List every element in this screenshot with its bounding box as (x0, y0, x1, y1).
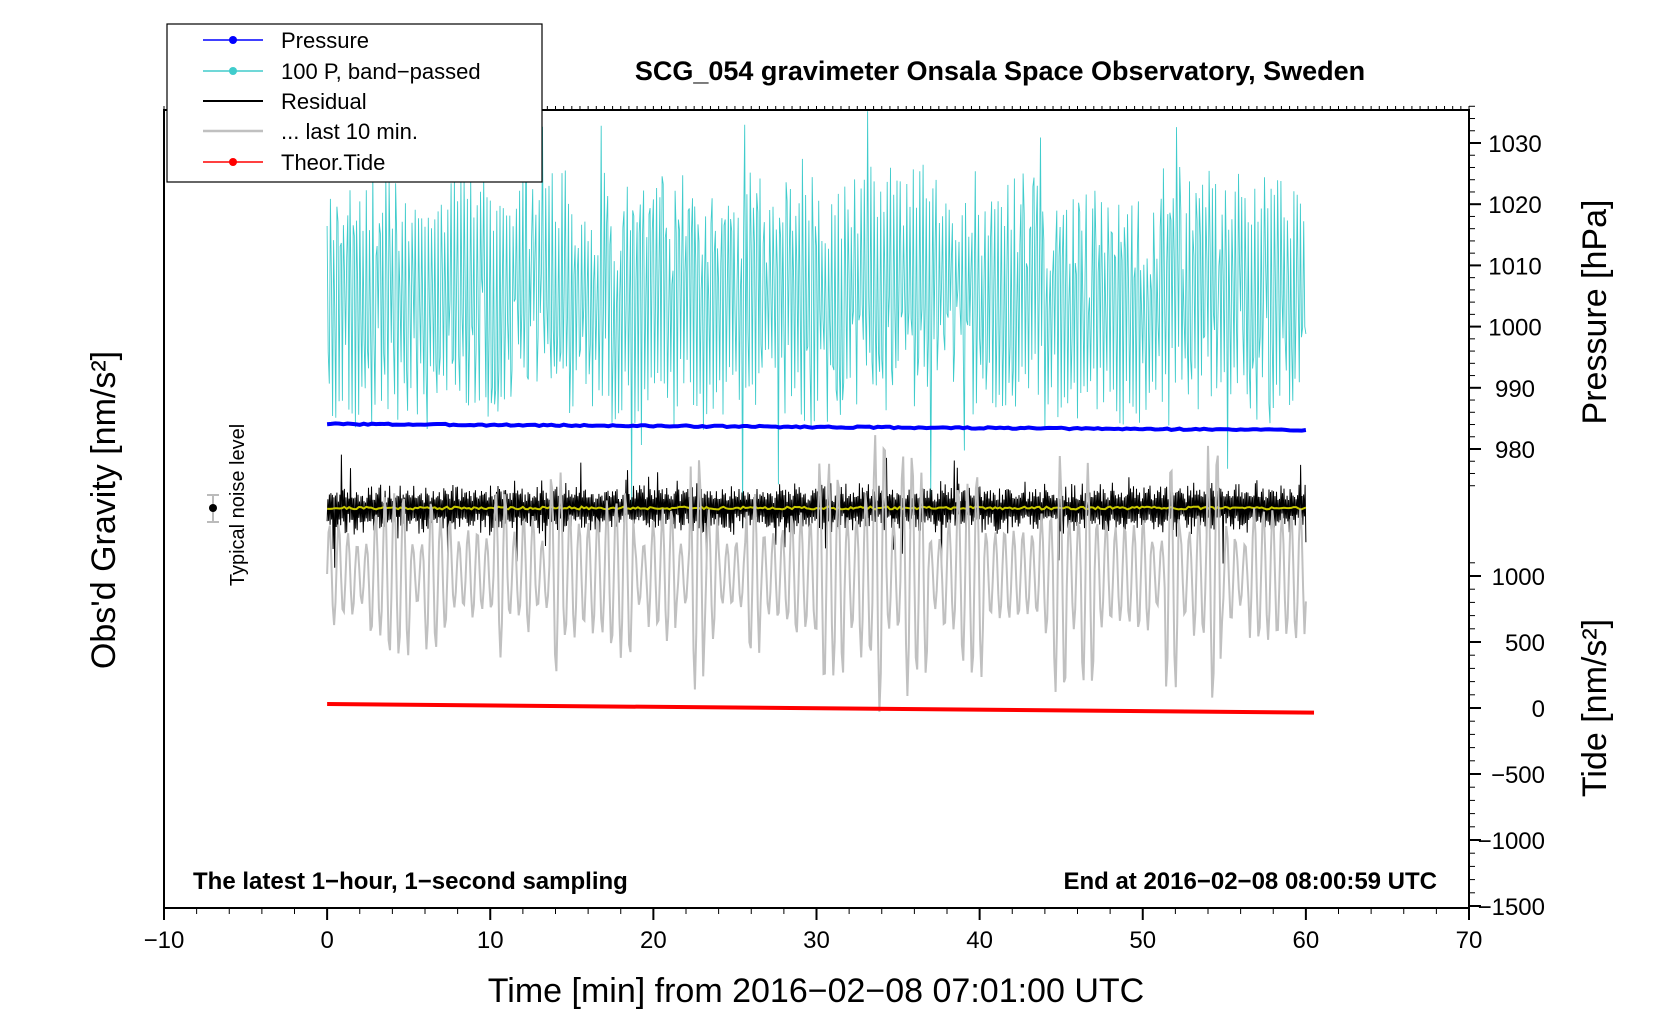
pressure-tick-label: 1020 (1488, 192, 1541, 219)
legend-label-tide: Theor.Tide (281, 150, 385, 175)
x-tick-label: 30 (803, 927, 830, 954)
x-tick-label: 20 (640, 927, 667, 954)
pressure-line (326, 421, 1307, 433)
tide-tick-label: −500 (1491, 762, 1545, 789)
pressure-tick-label: 1030 (1488, 131, 1541, 158)
x-tick-label: 0 (320, 927, 333, 954)
residual-smoothed-line (327, 505, 1307, 511)
residual-line (326, 454, 1307, 571)
last-10-min-line (326, 435, 1307, 712)
legend-label-bandpassed: 100 P, band−passed (281, 59, 481, 84)
legend-label-pressure: Pressure (281, 28, 369, 53)
pressure-tick-label: 1010 (1488, 253, 1541, 280)
legend-label-residual: Residual (281, 89, 367, 114)
y-axis-label-left: Obs'd Gravity [nm/s²] (85, 351, 123, 669)
series-layer (326, 109, 1315, 715)
bandpassed-pressure-line (326, 109, 1307, 527)
pressure-tick-label: 990 (1495, 376, 1535, 403)
noise-level-marker (207, 494, 219, 523)
x-tick-label: 40 (966, 927, 993, 954)
tide-tick-label: 0 (1532, 696, 1545, 723)
tide-tick-label: −1000 (1478, 828, 1545, 855)
pressure-tick-label: 1000 (1488, 315, 1541, 342)
y-axis-label-tide: Tide [nm/s²] (1576, 619, 1614, 797)
tide-tick-label: 500 (1505, 630, 1545, 657)
x-tick-label: 10 (477, 927, 504, 954)
legend-marker-pressure (229, 36, 237, 44)
legend-box (166, 23, 543, 183)
theoretical-tide-line (327, 702, 1315, 715)
legend-marker-tide (229, 158, 237, 166)
legend-marker-bandpassed (229, 67, 237, 75)
tick-layer: −10 0 10 20 30 40 50 60 709809901000101010201030… (144, 105, 1545, 954)
noise-level-label: Typical noise level (227, 424, 249, 586)
y-axis-label-pressure: Pressure [hPa] (1576, 200, 1614, 425)
chart-title: SCG_054 gravimeter Onsala Space Observat… (635, 56, 1365, 86)
x-tick-label: 70 (1456, 927, 1483, 954)
x-tick-label: 50 (1129, 927, 1156, 954)
legend-label-last10: ... last 10 min. (281, 119, 418, 144)
legend: Pressure 100 P, band−passed Residual ...… (166, 23, 543, 183)
x-axis-label: Time [min] from 2016−02−08 07:01:00 UTC (488, 972, 1144, 1010)
sampling-note: The latest 1−hour, 1−second sampling (193, 868, 628, 895)
x-tick-label: −10 (144, 927, 185, 954)
end-time-note: End at 2016−02−08 08:00:59 UTC (1063, 868, 1437, 895)
x-tick-label: 60 (1293, 927, 1320, 954)
pressure-tick-label: 980 (1495, 437, 1535, 464)
tide-tick-label: 1000 (1492, 564, 1545, 591)
tide-tick-label: −1500 (1478, 894, 1545, 921)
